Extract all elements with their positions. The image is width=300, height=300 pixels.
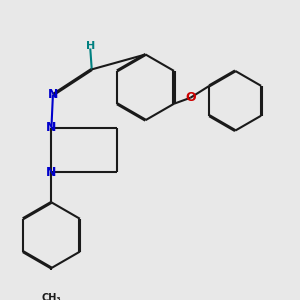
Text: N: N (46, 121, 57, 134)
Text: CH₃: CH₃ (42, 292, 61, 300)
Text: H: H (85, 40, 95, 50)
Text: N: N (46, 166, 57, 179)
Text: O: O (185, 91, 196, 104)
Text: N: N (48, 88, 58, 101)
